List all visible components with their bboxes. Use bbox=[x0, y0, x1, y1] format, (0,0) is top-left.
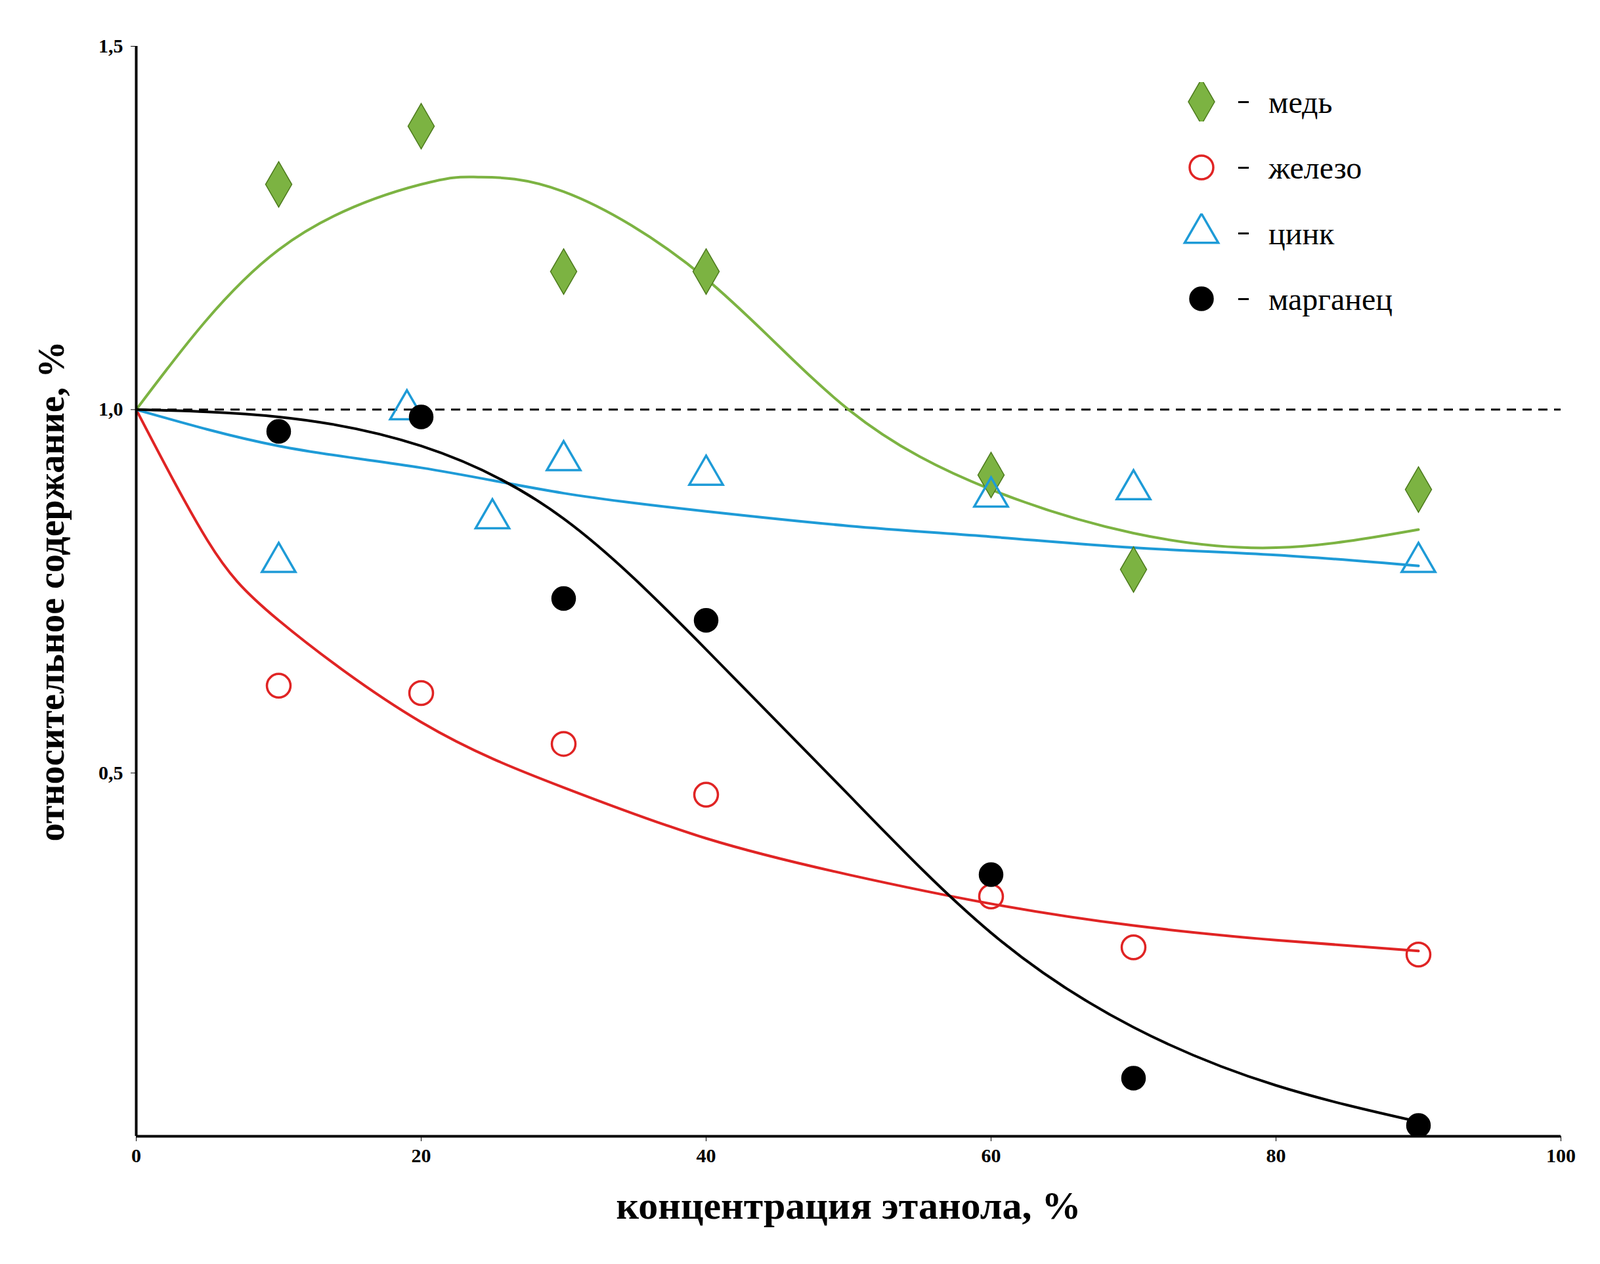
html-text:марганец: марганец bbox=[1268, 281, 1393, 317]
html-text:цинк: цинк bbox=[1268, 215, 1335, 251]
svg-text:1,5: 1,5 bbox=[98, 34, 124, 57]
svg-text:относительное содержание, %: относительное содержание, % bbox=[30, 340, 72, 842]
svg-text:40: 40 bbox=[696, 1144, 717, 1167]
svg-text:60: 60 bbox=[981, 1144, 1002, 1167]
svg-text:0: 0 bbox=[131, 1144, 142, 1167]
svg-text:20: 20 bbox=[411, 1144, 432, 1167]
html-text:железо: железо bbox=[1268, 150, 1362, 185]
html-text:медь: медь bbox=[1268, 84, 1333, 120]
svg-text:100: 100 bbox=[1546, 1144, 1576, 1167]
svg-text:1,0: 1,0 bbox=[98, 397, 124, 420]
svg-text:концентрация этанола, %: концентрация этанола, % bbox=[616, 1183, 1082, 1228]
svg-text:0,5: 0,5 bbox=[98, 761, 124, 784]
svg-text:80: 80 bbox=[1266, 1144, 1287, 1167]
